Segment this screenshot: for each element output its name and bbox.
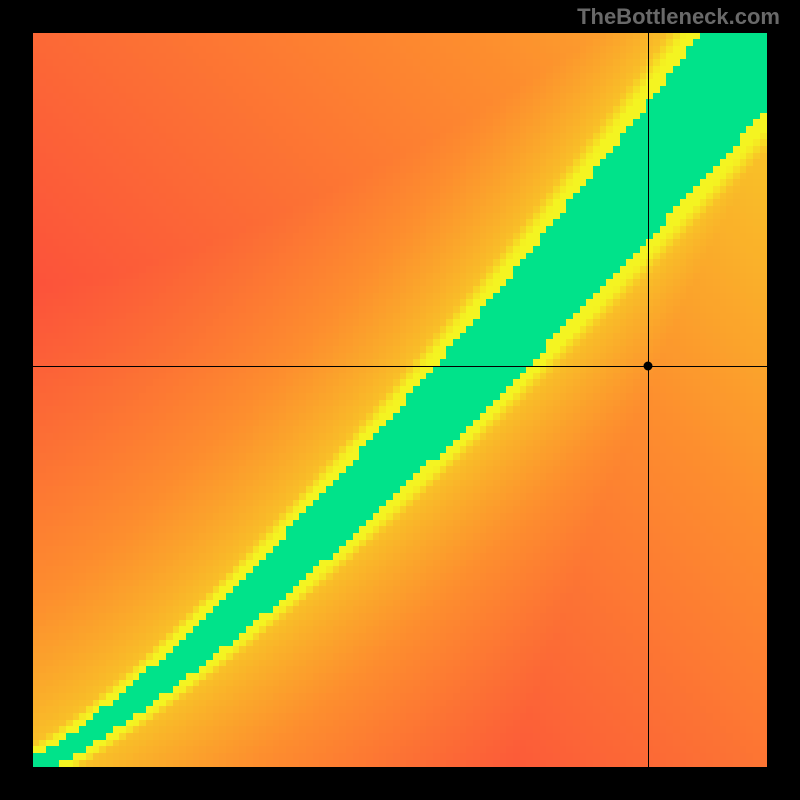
watermark-text: TheBottleneck.com: [577, 4, 780, 30]
crosshair-dot: [644, 361, 653, 370]
heatmap-plot: [33, 33, 767, 767]
crosshair-horizontal: [33, 366, 767, 367]
crosshair-vertical: [648, 33, 649, 767]
heatmap-canvas: [33, 33, 767, 767]
